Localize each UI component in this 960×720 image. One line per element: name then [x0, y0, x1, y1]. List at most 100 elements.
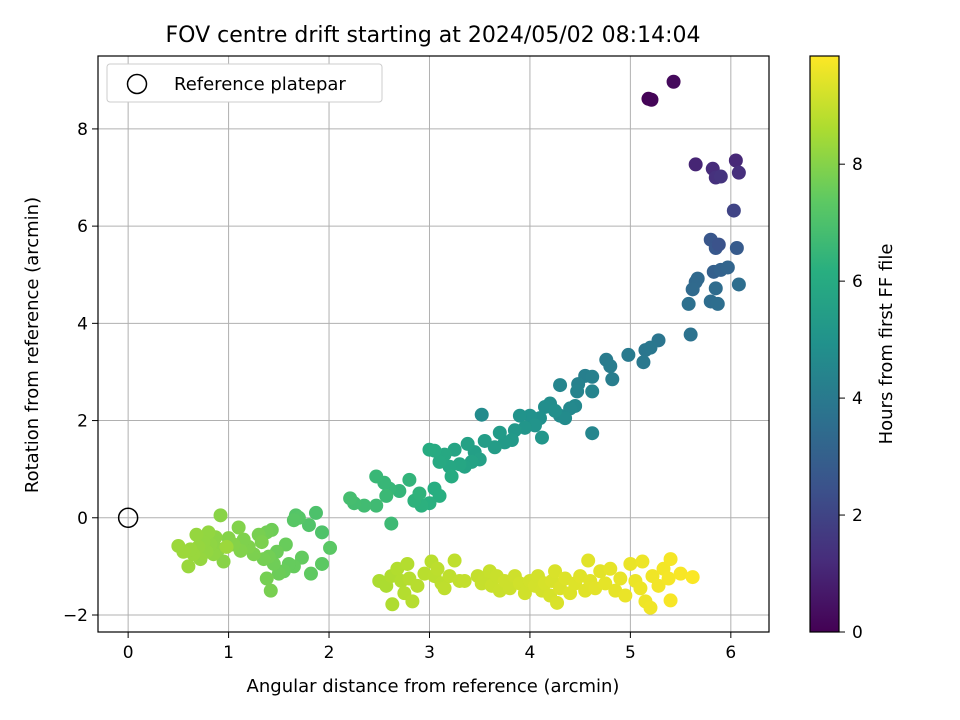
- y-tick-label: 6: [77, 217, 88, 237]
- data-point: [517, 586, 532, 601]
- data-point: [663, 552, 678, 567]
- colorbar-tick-label: 6: [852, 272, 863, 292]
- colorbar-tick-label: 8: [852, 155, 863, 175]
- y-axis-ticks: −2 0 2 4 6 8: [63, 120, 98, 626]
- data-point: [731, 277, 746, 292]
- data-point: [666, 74, 681, 89]
- data-point: [548, 564, 563, 579]
- data-point: [412, 486, 427, 501]
- data-point: [729, 241, 744, 255]
- data-point: [720, 260, 735, 275]
- data-point: [673, 566, 688, 581]
- reference-platepar-marker: [117, 507, 139, 529]
- data-point: [605, 372, 620, 387]
- colorbar-ticks: 0 2 4 6 8: [839, 155, 863, 643]
- data-point: [585, 384, 600, 399]
- data-point: [550, 595, 565, 610]
- data-point: [430, 561, 445, 576]
- y-tick-label: 2: [77, 412, 88, 432]
- data-point: [613, 571, 628, 586]
- data-point: [477, 433, 492, 448]
- data-point: [259, 571, 274, 586]
- data-point: [369, 498, 384, 513]
- data-point: [688, 157, 703, 172]
- data-point: [410, 578, 425, 593]
- data-point: [219, 539, 234, 554]
- data-point: [713, 169, 728, 184]
- x-tick-label: 5: [625, 643, 636, 663]
- legend-box: [106, 63, 383, 103]
- data-point: [661, 571, 676, 586]
- data-point: [315, 556, 330, 571]
- x-axis-label: Angular distance from reference (arcmin): [247, 676, 620, 697]
- data-point: [633, 581, 648, 596]
- y-tick-label: 4: [77, 314, 88, 334]
- x-tick-label: 1: [223, 643, 234, 663]
- data-point: [216, 554, 231, 569]
- data-point: [457, 573, 472, 588]
- colorbar-label: Hours from first FF file: [876, 244, 897, 445]
- data-point: [711, 237, 726, 252]
- data-point: [402, 472, 417, 487]
- data-point: [644, 92, 659, 107]
- data-point: [384, 516, 399, 531]
- data-point: [301, 518, 316, 533]
- data-point: [254, 535, 269, 550]
- data-point: [663, 593, 678, 608]
- x-tick-label: 6: [725, 643, 736, 663]
- data-point: [636, 355, 651, 370]
- data-point: [681, 296, 696, 311]
- data-point: [598, 576, 613, 591]
- data-point: [643, 340, 658, 355]
- legend: Reference platepar: [106, 63, 383, 103]
- plot-frame: [97, 55, 770, 633]
- data-point: [432, 488, 447, 503]
- data-point: [685, 282, 700, 297]
- data-point: [422, 442, 437, 457]
- data-point: [181, 559, 196, 574]
- data-point: [512, 408, 527, 423]
- y-tick-label: −2: [63, 606, 88, 626]
- data-point: [432, 454, 447, 469]
- x-tick-label: 0: [123, 643, 134, 663]
- data-point: [369, 469, 384, 484]
- data-point: [603, 561, 618, 576]
- data-point: [315, 525, 330, 540]
- y-tick-label: 8: [77, 120, 88, 140]
- colorbar-tick-label: 4: [852, 389, 863, 409]
- data-point: [643, 600, 658, 615]
- data-point: [708, 281, 723, 296]
- data-point: [437, 581, 452, 596]
- data-point: [690, 271, 705, 286]
- x-tick-label: 4: [525, 643, 536, 663]
- data-point: [343, 491, 358, 506]
- data-point: [585, 426, 600, 441]
- data-point: [303, 566, 318, 581]
- x-axis-ticks: 0 1 2 3 4 5 6: [123, 632, 736, 663]
- data-point: [581, 553, 596, 568]
- legend-label: Reference platepar: [174, 74, 346, 95]
- data-point: [685, 570, 700, 585]
- data-point: [487, 440, 502, 455]
- data-point: [474, 407, 489, 422]
- colorbar: [809, 55, 840, 633]
- data-point: [534, 430, 549, 445]
- data-point: [379, 488, 394, 503]
- data-point: [570, 384, 585, 399]
- data-point: [286, 513, 301, 528]
- data-point: [618, 588, 633, 603]
- data-point: [189, 527, 204, 542]
- data-point: [263, 583, 278, 598]
- data-point: [231, 520, 246, 535]
- data-point: [323, 540, 338, 555]
- data-point: [385, 597, 400, 612]
- data-points: [171, 74, 746, 615]
- data-point: [683, 327, 698, 342]
- data-point: [444, 469, 459, 484]
- data-point: [635, 554, 650, 569]
- y-tick-label: 0: [77, 509, 88, 529]
- data-point: [548, 403, 563, 418]
- grid-lines: [98, 56, 769, 632]
- data-point: [731, 165, 746, 180]
- data-point: [400, 556, 415, 571]
